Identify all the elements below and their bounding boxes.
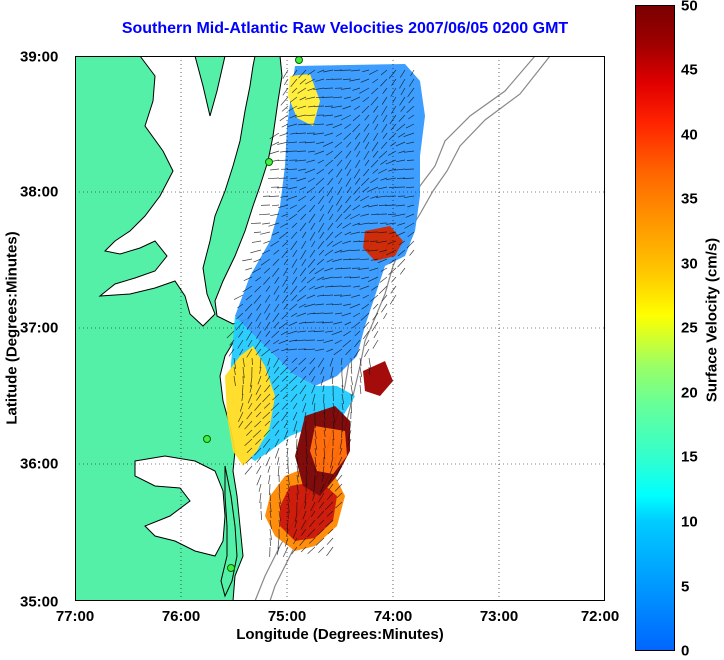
y-tick-label: 39:00	[20, 49, 58, 66]
station-marker	[296, 57, 303, 64]
map-plot-area	[75, 56, 605, 601]
x-tick-label: 73:00	[480, 608, 518, 625]
velocity-arrow	[407, 160, 414, 161]
colorbar-tick: 5	[681, 579, 689, 596]
colorbar	[635, 5, 675, 651]
colorbar-tick: 35	[681, 191, 698, 208]
velocity-arrow	[325, 106, 333, 107]
velocity-arrow	[342, 286, 351, 287]
velocity-arrow	[367, 232, 378, 233]
velocity-arrow	[297, 151, 306, 152]
colorbar-tick: 45	[681, 62, 698, 79]
colorbar-tick: 40	[681, 127, 698, 144]
x-tick-label: 74:00	[374, 608, 412, 625]
y-tick-label: 35:00	[20, 594, 58, 611]
velocity-arrow	[342, 430, 343, 438]
velocity-arrow	[324, 88, 333, 89]
velocity-arrow	[297, 439, 298, 449]
colorbar-tick: 25	[681, 320, 698, 337]
velocity-arrow	[324, 313, 333, 314]
y-tick-label: 36:00	[20, 456, 58, 473]
colorbar-tick: 15	[681, 449, 698, 466]
velocity-arrow	[385, 205, 396, 206]
station-marker	[228, 565, 235, 572]
velocity-arrow	[322, 97, 333, 98]
x-axis-label: Longitude (Degrees:Minutes)	[75, 626, 605, 643]
velocity-arrow	[314, 106, 324, 107]
y-tick-label: 38:00	[20, 184, 58, 201]
velocity-arrow	[297, 493, 298, 500]
velocity-arrow	[351, 358, 352, 368]
station-marker	[204, 436, 211, 443]
y-axis-label: Latitude (Degrees:Minutes)	[4, 231, 21, 424]
colorbar-tick: 30	[681, 256, 698, 273]
station-marker	[266, 159, 273, 166]
velocity-arrow	[304, 124, 315, 125]
colorbar-tick: 50	[681, 0, 698, 15]
colorbar-tick: 10	[681, 514, 698, 531]
colorbar-tick: 0	[681, 643, 689, 660]
velocity-arrow	[370, 241, 378, 242]
x-tick-label: 72:00	[581, 608, 619, 625]
velocity-arrow	[369, 223, 378, 224]
y-tick-label: 37:00	[20, 320, 58, 337]
colorbar-tick: 20	[681, 385, 698, 402]
x-tick-label: 76:00	[162, 608, 200, 625]
velocity-arrow	[349, 259, 360, 260]
velocity-arrow	[251, 223, 261, 224]
velocity-arrow	[359, 241, 369, 242]
colorbar-label: Surface Velocity (cm/s)	[704, 238, 721, 402]
x-tick-label: 77:00	[56, 608, 94, 625]
map-title: Southern Mid-Atlantic Raw Velocities 200…	[60, 20, 630, 38]
velocity-arrow	[331, 286, 342, 287]
velocity-arrow	[252, 358, 253, 365]
velocity-arrow	[340, 70, 351, 71]
x-tick-label: 75:00	[268, 608, 306, 625]
